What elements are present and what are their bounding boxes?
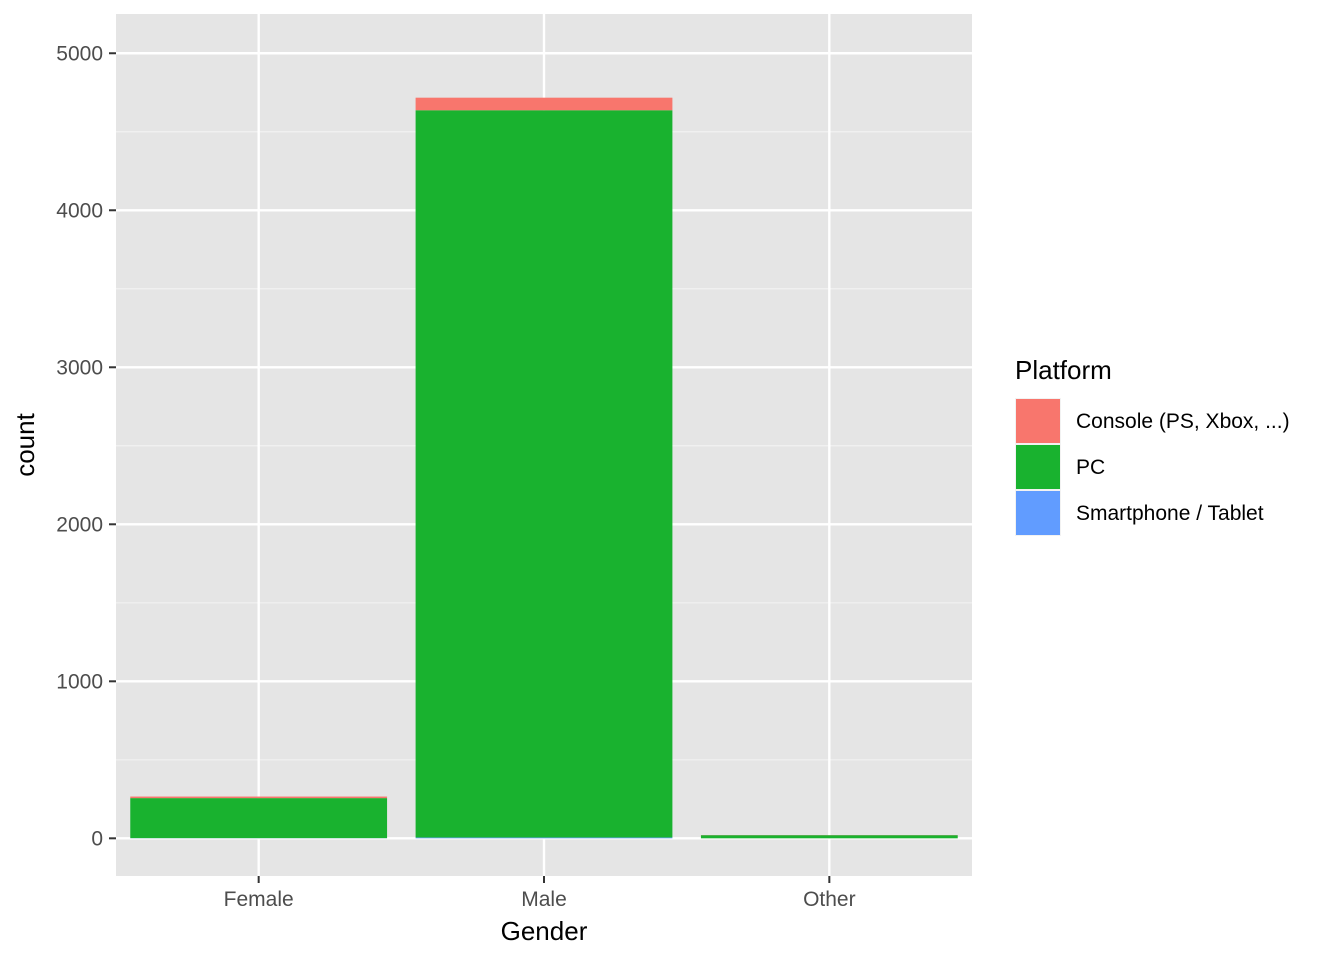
legend-items: Console (PS, Xbox, ...) PC Smartphone / Ta…	[1015, 398, 1290, 536]
legend: Platform Console (PS, Xbox, ...) PC Smartp…	[1015, 355, 1290, 536]
x-axis: Female Male Other	[224, 876, 856, 911]
bars	[130, 97, 958, 839]
y-tick-label: 0	[91, 827, 103, 850]
x-tick-label: Female	[224, 888, 294, 911]
y-tick-label: 4000	[56, 199, 103, 222]
legend-title: Platform	[1015, 355, 1112, 385]
legend-label: PC	[1076, 456, 1105, 479]
legend-label: Console (PS, Xbox, ...)	[1076, 410, 1290, 433]
x-tick-label: Male	[521, 888, 567, 911]
x-tick-label: Other	[803, 888, 856, 911]
bar-male-console-ps-xbox	[415, 97, 673, 111]
legend-swatch	[1016, 491, 1060, 535]
y-tick-label: 1000	[56, 670, 103, 693]
legend-swatch	[1016, 445, 1060, 489]
y-tick-label: 2000	[56, 513, 103, 536]
y-axis-title: count	[10, 412, 40, 476]
legend-label: Smartphone / Tablet	[1076, 502, 1264, 525]
y-tick-label: 3000	[56, 356, 103, 379]
bar-male-pc	[415, 110, 673, 838]
bar-other-pc	[700, 835, 958, 839]
x-axis-title: Gender	[501, 916, 588, 946]
y-tick-label: 5000	[56, 42, 103, 65]
bar-female-pc	[130, 798, 388, 839]
bar-female-console-ps-xbox	[130, 796, 388, 799]
y-axis: 0 1000 2000 3000 4000 5000	[56, 42, 116, 850]
legend-swatch	[1016, 399, 1060, 443]
bar-male-smartphone-tablet	[415, 837, 673, 839]
